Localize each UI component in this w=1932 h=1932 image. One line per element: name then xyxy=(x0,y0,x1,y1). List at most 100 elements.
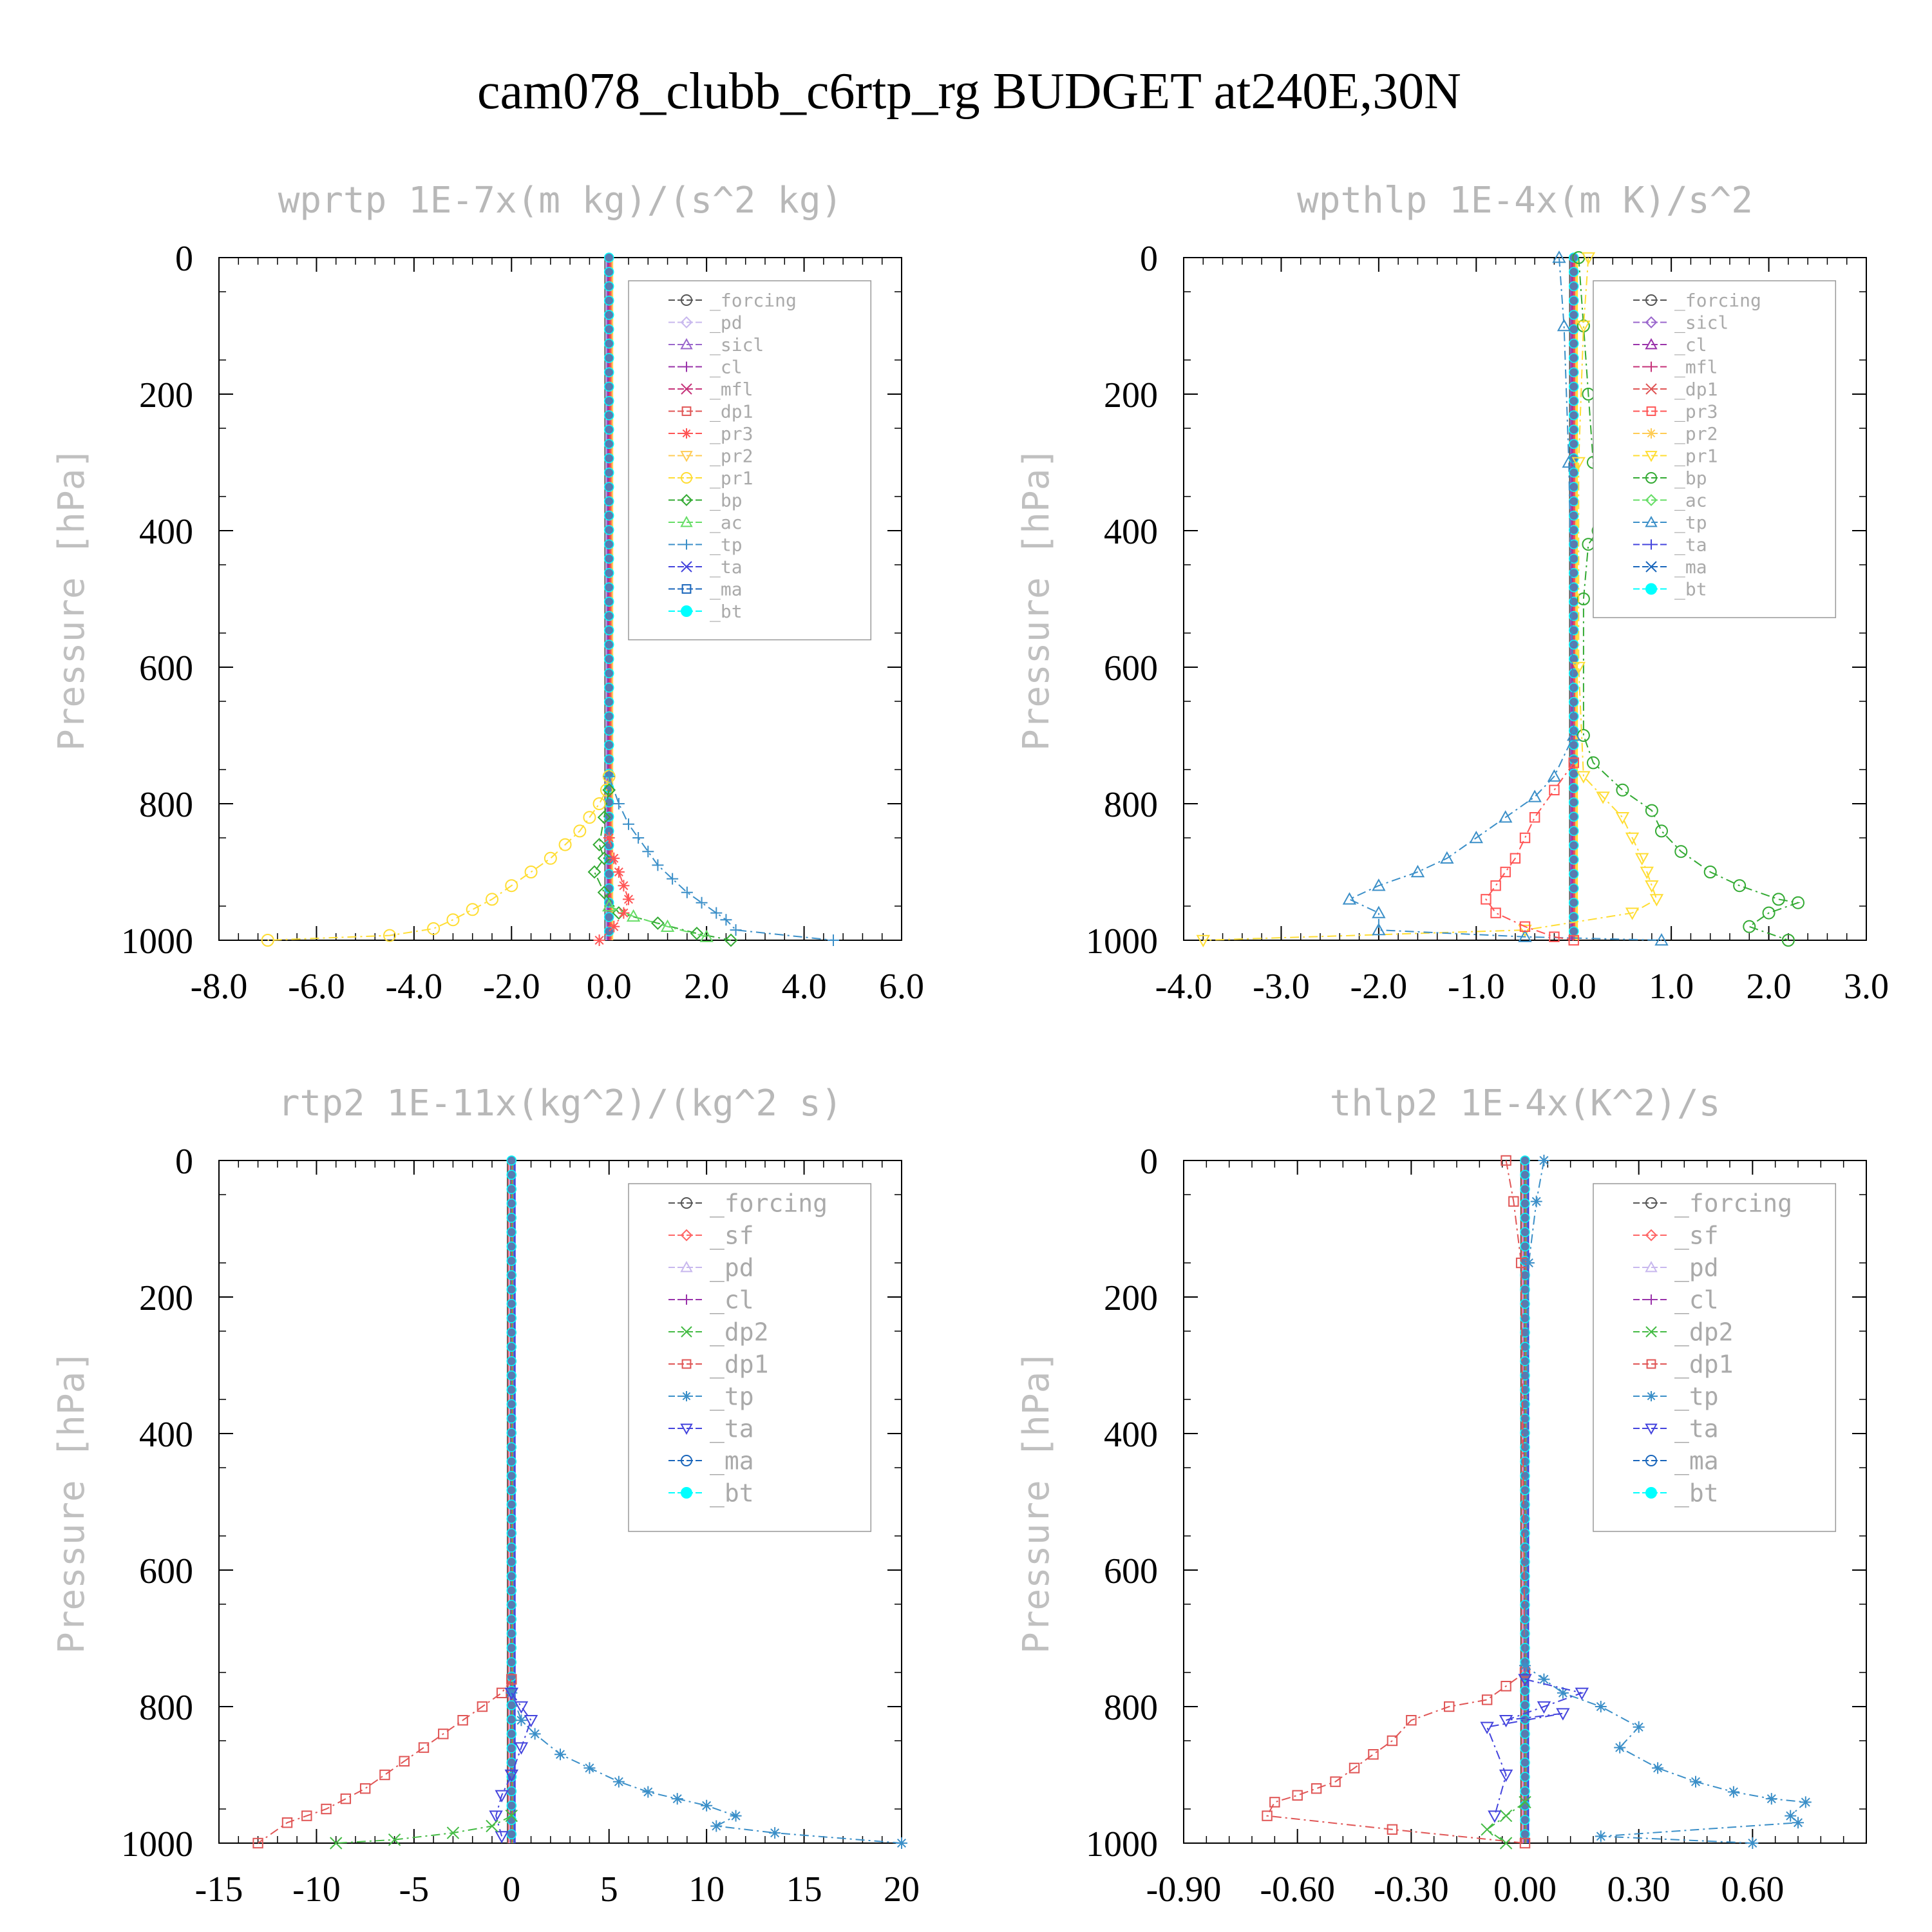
marker-tp xyxy=(1614,1741,1626,1754)
marker-pr3 xyxy=(1490,907,1501,918)
zero-profile-point xyxy=(603,468,614,478)
marker-bp xyxy=(1655,824,1668,838)
legend-entry-dp1: _dp1 xyxy=(1674,379,1718,401)
legend-box xyxy=(1593,1183,1837,1532)
marker-dp2 xyxy=(330,1837,343,1850)
zero-profile-point xyxy=(1520,1442,1530,1452)
marker-pr2 xyxy=(1646,428,1656,439)
y-tick-label: 200 xyxy=(139,375,193,415)
legend-entry-ma: _ma xyxy=(710,578,743,600)
zero-profile-point xyxy=(1520,1786,1530,1797)
series-line-dp1 xyxy=(258,1679,513,1844)
marker-tp xyxy=(642,846,654,858)
legend-entry-cl: _cl xyxy=(710,1285,754,1314)
zero-profile-point xyxy=(1568,611,1579,621)
series-line-ac xyxy=(609,905,707,938)
zero-profile-point xyxy=(506,1428,517,1438)
zero-profile-point xyxy=(603,510,614,521)
zero-profile-point xyxy=(1568,782,1579,793)
zero-profile-point xyxy=(506,1298,517,1309)
x-tick-label: 5 xyxy=(600,1870,618,1909)
marker-ta xyxy=(495,1831,509,1844)
zero-profile-point xyxy=(506,1728,517,1739)
x-tick-label: -6.0 xyxy=(288,967,345,1007)
marker-pr3 xyxy=(1549,931,1560,942)
marker-pr3 xyxy=(681,428,692,439)
zero-profile-point xyxy=(506,1743,517,1754)
y-tick-label: 400 xyxy=(1104,512,1158,552)
zero-profile-point xyxy=(603,453,614,464)
zero-profile-point xyxy=(1520,1485,1530,1495)
y-tick-label: 800 xyxy=(1104,785,1158,825)
marker-pr3 xyxy=(612,866,625,878)
zero-profile-point xyxy=(506,1413,517,1424)
zero-profile-point xyxy=(1568,424,1579,435)
zero-profile-point xyxy=(1520,1685,1530,1696)
y-tick-label: 1000 xyxy=(121,922,193,961)
series-pr3 xyxy=(593,832,634,946)
zero-profile-point xyxy=(1520,1227,1530,1238)
zero-profile-point xyxy=(1568,510,1579,521)
marker-dp2 xyxy=(1499,1837,1513,1850)
x-tick-label: -0.90 xyxy=(1146,1870,1222,1909)
zero-profile-point xyxy=(506,1370,517,1381)
legend-entry-ma: _ma xyxy=(710,1446,754,1475)
marker-tp xyxy=(612,798,625,810)
zero-profile-point xyxy=(1568,353,1579,363)
marker-ta xyxy=(514,1701,529,1714)
series-line-bp xyxy=(1578,257,1801,941)
zero-profile-point xyxy=(1568,926,1579,936)
marker-pd xyxy=(680,1260,693,1273)
zero-profile-point xyxy=(603,367,614,377)
legend-entry-ta: _ta xyxy=(710,556,743,578)
zero-profile-point xyxy=(1568,754,1579,764)
marker-pr1 xyxy=(1635,853,1649,866)
zero-profile-point xyxy=(603,754,614,764)
zero-profile-point xyxy=(1520,1284,1530,1295)
legend-box xyxy=(628,1183,872,1532)
marker-pr1 xyxy=(446,913,460,927)
panel-title: wpthlp 1E-4x(m K)/s^2 xyxy=(1297,180,1753,222)
marker-forcing xyxy=(681,294,692,306)
zero-profile-point xyxy=(1520,1428,1530,1438)
marker-tp xyxy=(529,1728,541,1740)
panel-title: rtp2 1E-11x(kg^2)/(kg^2 s) xyxy=(278,1083,843,1124)
zero-profile-point xyxy=(1520,1513,1530,1524)
zero-profile-point xyxy=(1520,1356,1530,1367)
legend-entry-pr1: _pr1 xyxy=(710,468,753,489)
marker-ta xyxy=(1480,1721,1494,1734)
marker-pr3 xyxy=(618,880,630,892)
marker-bp xyxy=(1577,592,1590,605)
zero-profile-point xyxy=(603,338,614,349)
marker-pr1 xyxy=(1577,320,1591,334)
zero-profile-point xyxy=(1568,310,1579,320)
zero-profile-point xyxy=(1520,1772,1530,1782)
marker-bp xyxy=(724,933,738,947)
marker-ta xyxy=(1646,539,1656,550)
marker-forcing xyxy=(681,1197,692,1209)
marker-pr3 xyxy=(1519,832,1531,844)
x-tick-label: -0.30 xyxy=(1374,1870,1449,1909)
zero-profile-point xyxy=(603,395,614,406)
marker-cl xyxy=(1646,1294,1656,1305)
marker-ac xyxy=(699,929,714,942)
legend-entry-pd: _pd xyxy=(710,1253,754,1282)
marker-sf xyxy=(1645,1229,1658,1242)
zero-profile-point xyxy=(1568,740,1579,750)
legend-entry-dp1: _dp1 xyxy=(710,401,753,422)
marker-tp xyxy=(506,1687,518,1699)
zero-profile-point xyxy=(603,567,614,578)
marker-dp1 xyxy=(1292,1790,1303,1801)
legend-entry-dp1: _dp1 xyxy=(1674,1350,1734,1379)
marker-ac xyxy=(1645,494,1658,506)
legend-entry-cl: _cl xyxy=(1674,1285,1719,1314)
marker-tp xyxy=(1747,1837,1759,1849)
legend-box xyxy=(628,280,872,641)
marker-ma xyxy=(681,584,692,594)
series-pr1 xyxy=(1196,252,1664,948)
series-line-tp xyxy=(1348,257,1662,941)
marker-dp1 xyxy=(1269,1797,1280,1808)
marker-tp xyxy=(1530,1195,1542,1208)
zero-profile-point xyxy=(1568,811,1579,822)
